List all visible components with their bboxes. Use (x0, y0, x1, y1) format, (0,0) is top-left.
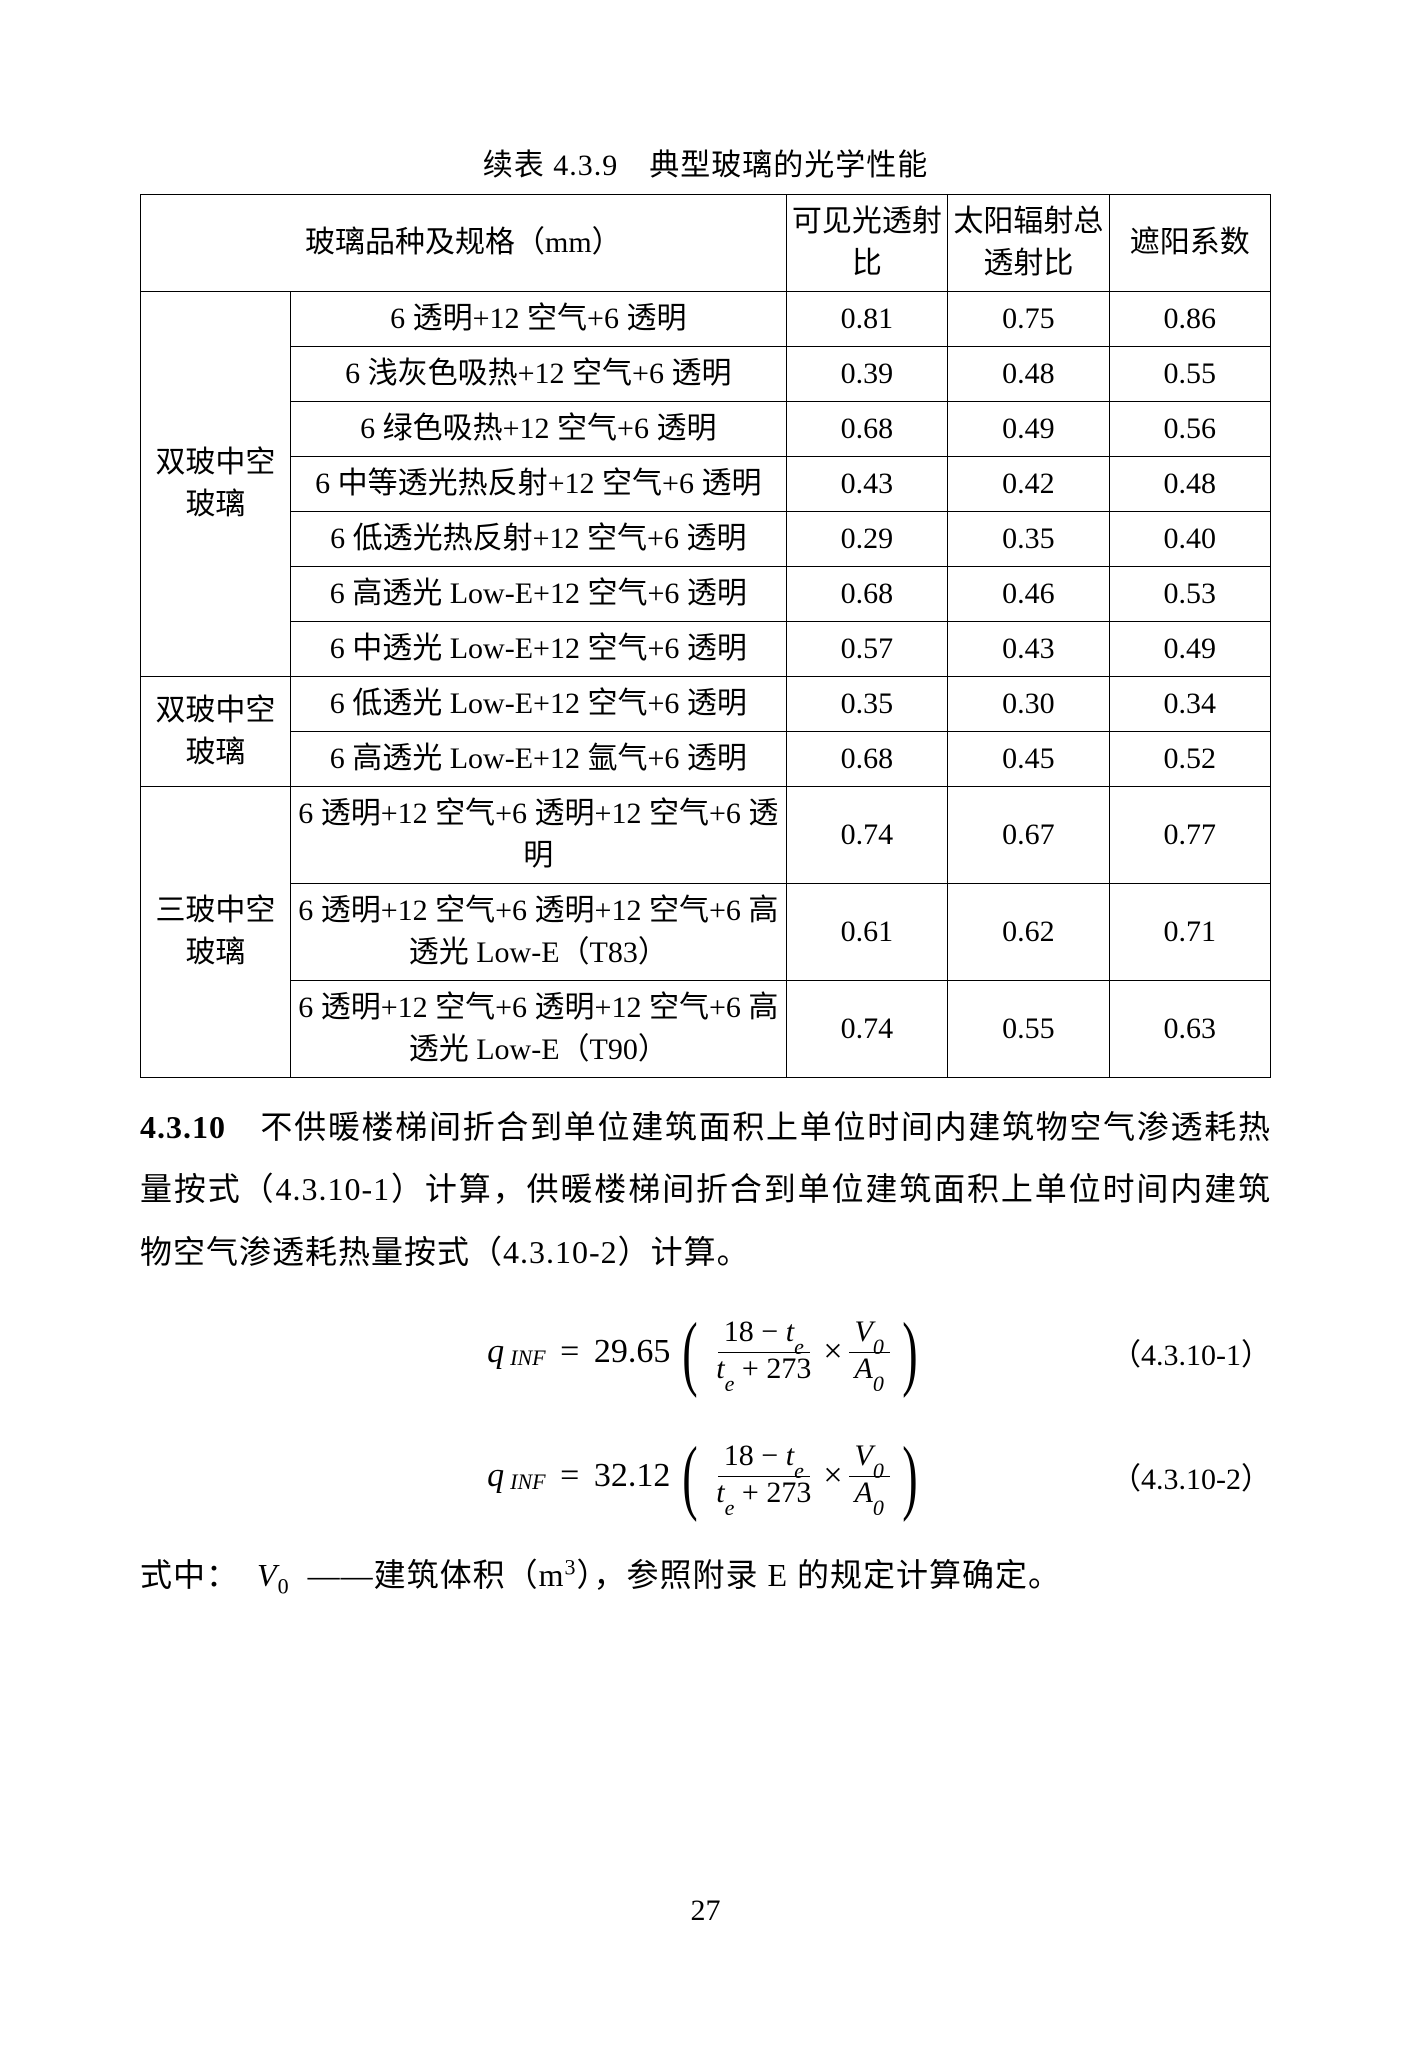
table-row: 三玻中空玻璃6 透明+12 空气+6 透明+12 空气+6 透明0.740.67… (141, 787, 1271, 884)
value-cell: 0.45 (948, 732, 1109, 787)
header-col1: 可见光透射比 (786, 195, 947, 292)
table-caption: 续表 4.3.9 典型玻璃的光学性能 (140, 140, 1271, 184)
value-cell: 0.74 (786, 981, 947, 1078)
table-row: 6 浅灰色吸热+12 空气+6 透明0.390.480.55 (141, 347, 1271, 402)
spec-cell: 6 高透光 Low-E+12 氩气+6 透明 (290, 732, 786, 787)
value-cell: 0.35 (948, 512, 1109, 567)
value-cell: 0.68 (786, 567, 947, 622)
value-cell: 0.35 (786, 677, 947, 732)
page-number: 27 (0, 1894, 1411, 1928)
table-row: 6 中等透光热反射+12 空气+6 透明0.430.420.48 (141, 457, 1271, 512)
value-cell: 0.49 (948, 402, 1109, 457)
table-row: 6 绿色吸热+12 空气+6 透明0.680.490.56 (141, 402, 1271, 457)
value-cell: 0.55 (1109, 347, 1270, 402)
where-text-a: ——建筑体积（m (308, 1557, 565, 1593)
header-col3: 遮阳系数 (1109, 195, 1270, 292)
table-row: 6 高透光 Low-E+12 氩气+6 透明0.680.450.52 (141, 732, 1271, 787)
group-cell: 三玻中空玻璃 (141, 787, 291, 1078)
table-row: 6 高透光 Low-E+12 空气+6 透明0.680.460.53 (141, 567, 1271, 622)
value-cell: 0.40 (1109, 512, 1270, 567)
table-row: 6 中透光 Low-E+12 空气+6 透明0.570.430.49 (141, 622, 1271, 677)
table-row: 双玻中空玻璃6 低透光 Low-E+12 空气+6 透明0.350.300.34 (141, 677, 1271, 732)
value-cell: 0.56 (1109, 402, 1270, 457)
table-row: 6 低透光热反射+12 空气+6 透明0.290.350.40 (141, 512, 1271, 567)
value-cell: 0.61 (786, 884, 947, 981)
spec-cell: 6 透明+12 空气+6 透明+12 空气+6 透明 (290, 787, 786, 884)
value-cell: 0.34 (1109, 677, 1270, 732)
table-row: 6 透明+12 空气+6 透明+12 空气+6 高透光 Low-E（T90）0.… (141, 981, 1271, 1078)
value-cell: 0.52 (1109, 732, 1270, 787)
spec-cell: 6 高透光 Low-E+12 空气+6 透明 (290, 567, 786, 622)
spec-cell: 6 透明+12 空气+6 透明+12 空气+6 高透光 Low-E（T83） (290, 884, 786, 981)
value-cell: 0.86 (1109, 292, 1270, 347)
value-cell: 0.81 (786, 292, 947, 347)
equation-1: qINF = 29.65 ( 18 − te te + 273 × V0 A0 … (140, 1297, 1271, 1407)
spec-cell: 6 绿色吸热+12 空气+6 透明 (290, 402, 786, 457)
value-cell: 0.49 (1109, 622, 1270, 677)
where-text-b: ），参照附录 E 的规定计算确定。 (576, 1557, 1061, 1593)
value-cell: 0.68 (786, 732, 947, 787)
table-row: 6 透明+12 空气+6 透明+12 空气+6 高透光 Low-E（T83）0.… (141, 884, 1271, 981)
value-cell: 0.42 (948, 457, 1109, 512)
value-cell: 0.67 (948, 787, 1109, 884)
spec-cell: 6 浅灰色吸热+12 空气+6 透明 (290, 347, 786, 402)
spec-cell: 6 中透光 Low-E+12 空气+6 透明 (290, 622, 786, 677)
spec-cell: 6 低透光 Low-E+12 空气+6 透明 (290, 677, 786, 732)
value-cell: 0.57 (786, 622, 947, 677)
value-cell: 0.71 (1109, 884, 1270, 981)
spec-cell: 6 低透光热反射+12 空气+6 透明 (290, 512, 786, 567)
spec-cell: 6 中等透光热反射+12 空气+6 透明 (290, 457, 786, 512)
eq1-number: （4.3.10-1） (1111, 1330, 1271, 1374)
section-number: 4.3.10 (140, 1109, 226, 1145)
group-cell: 双玻中空玻璃 (141, 677, 291, 787)
value-cell: 0.53 (1109, 567, 1270, 622)
value-cell: 0.30 (948, 677, 1109, 732)
eq2-number: （4.3.10-2） (1111, 1454, 1271, 1498)
value-cell: 0.62 (948, 884, 1109, 981)
value-cell: 0.74 (786, 787, 947, 884)
table-header-row: 玻璃品种及规格（mm） 可见光透射比 太阳辐射总透射比 遮阳系数 (141, 195, 1271, 292)
page: 续表 4.3.9 典型玻璃的光学性能 玻璃品种及规格（mm） 可见光透射比 太阳… (0, 0, 1411, 2048)
table-row: 双玻中空玻璃6 透明+12 空气+6 透明0.810.750.86 (141, 292, 1271, 347)
value-cell: 0.77 (1109, 787, 1270, 884)
value-cell: 0.39 (786, 347, 947, 402)
where-label: 式中： (140, 1557, 239, 1593)
header-col2: 太阳辐射总透射比 (948, 195, 1109, 292)
eq1-coef: 29.65 (594, 1333, 671, 1371)
section-paragraph: 4.3.10 不供暖楼梯间折合到单位建筑面积上单位时间内建筑物空气渗透耗热量按式… (140, 1096, 1271, 1283)
spec-cell: 6 透明+12 空气+6 透明+12 空气+6 高透光 Low-E（T90） (290, 981, 786, 1078)
where-clause: 式中： V0 ——建筑体积（m3），参照附录 E 的规定计算确定。 (140, 1545, 1271, 1607)
equation-2: qINF = 32.12 ( 18 − te te + 273 × V0 A0 … (140, 1421, 1271, 1531)
section-text: 不供暖楼梯间折合到单位建筑面积上单位时间内建筑物空气渗透耗热量按式（4.3.10… (140, 1109, 1271, 1270)
value-cell: 0.46 (948, 567, 1109, 622)
value-cell: 0.43 (786, 457, 947, 512)
value-cell: 0.48 (1109, 457, 1270, 512)
value-cell: 0.63 (1109, 981, 1270, 1078)
eq2-coef: 32.12 (594, 1457, 671, 1495)
value-cell: 0.43 (948, 622, 1109, 677)
value-cell: 0.29 (786, 512, 947, 567)
header-spec: 玻璃品种及规格（mm） (141, 195, 787, 292)
glass-table: 玻璃品种及规格（mm） 可见光透射比 太阳辐射总透射比 遮阳系数 双玻中空玻璃6… (140, 194, 1271, 1078)
group-cell: 双玻中空玻璃 (141, 292, 291, 677)
value-cell: 0.68 (786, 402, 947, 457)
spec-cell: 6 透明+12 空气+6 透明 (290, 292, 786, 347)
value-cell: 0.55 (948, 981, 1109, 1078)
value-cell: 0.75 (948, 292, 1109, 347)
value-cell: 0.48 (948, 347, 1109, 402)
